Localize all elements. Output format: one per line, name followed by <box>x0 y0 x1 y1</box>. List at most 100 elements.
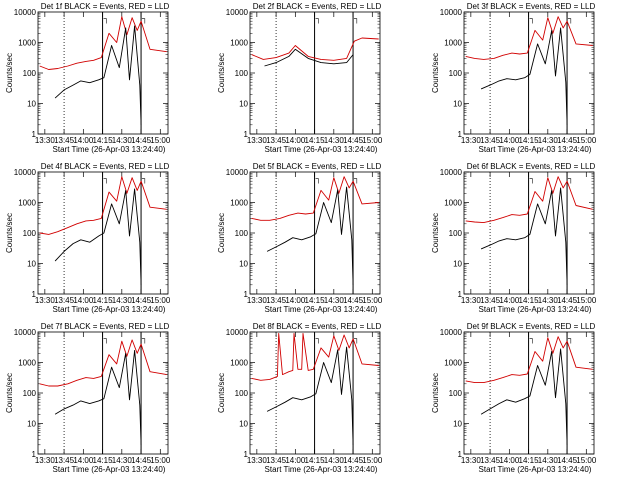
x-tick-label: 14:45 <box>131 136 152 145</box>
x-tick-label: 13:30 <box>247 136 268 145</box>
chart-title: Det 4f BLACK = Events, RED = LLD <box>41 162 170 171</box>
y-tick-label: 100 <box>23 229 37 238</box>
x-tick-label: 13:45 <box>54 456 75 465</box>
events-series-line <box>480 187 568 285</box>
lld-series-line <box>251 37 379 61</box>
y-tick-label: 100 <box>449 229 463 238</box>
y-axis-label: Counts/sec <box>217 373 226 413</box>
x-tick-label: 14:30 <box>538 456 559 465</box>
chart-title: Det 6f BLACK = Events, RED = LLD <box>467 162 596 171</box>
chart-title: Det 5f BLACK = Events, RED = LLD <box>253 162 382 171</box>
y-tick-label: 1000 <box>444 359 462 368</box>
corner-mark: ┐ <box>529 174 536 184</box>
x-tick-label: 13:45 <box>480 296 501 305</box>
y-tick-label: 10000 <box>226 8 249 17</box>
y-axis-label: Counts/sec <box>217 53 226 93</box>
x-tick-label: 13:30 <box>247 456 268 465</box>
x-tick-label: 15:00 <box>150 296 171 305</box>
x-axis-label: Start Time (26-Apr-03 13:24:40) <box>265 145 378 154</box>
y-tick-label: 1 <box>458 130 463 139</box>
y-tick-label: 10000 <box>440 328 463 337</box>
y-tick-label: 10 <box>453 420 462 429</box>
x-tick-label: 13:30 <box>461 136 482 145</box>
x-tick-label: 13:45 <box>266 456 287 465</box>
corner-mark: ┐ <box>103 14 110 24</box>
x-tick-label: 14:30 <box>538 136 559 145</box>
events-series-line <box>480 27 568 125</box>
x-tick-label: 15:00 <box>150 136 171 145</box>
x-tick-label: 14:30 <box>324 136 345 145</box>
x-tick-label: 14:45 <box>557 136 578 145</box>
chart-panel-4: Det 4f BLACK = Events, RED = LLD 1 10 100 10… <box>5 162 171 314</box>
y-tick-label: 10 <box>27 100 36 109</box>
x-axis-label: Start Time (26-Apr-03 13:24:40) <box>53 465 166 474</box>
lld-series-line <box>39 176 167 235</box>
x-tick-label: 13:45 <box>480 136 501 145</box>
y-tick-label: 1 <box>32 450 37 459</box>
y-tick-label: 1000 <box>18 199 36 208</box>
y-axis-label: Counts/sec <box>431 373 440 413</box>
lld-series-line <box>39 16 167 70</box>
x-tick-label: 15:00 <box>576 136 597 145</box>
y-tick-label: 1 <box>458 290 463 299</box>
lld-series-line <box>39 339 167 387</box>
x-tick-label: 14:45 <box>557 456 578 465</box>
y-tick-label: 1 <box>244 290 249 299</box>
corner-mark: ┐ <box>141 14 148 24</box>
x-tick-label: 14:15 <box>93 136 114 145</box>
x-tick-label: 14:00 <box>285 296 306 305</box>
y-tick-label: 100 <box>449 69 463 78</box>
y-tick-label: 10000 <box>14 328 37 337</box>
y-tick-label: 10000 <box>440 168 463 177</box>
x-axis-label: Start Time (26-Apr-03 13:24:40) <box>53 145 166 154</box>
y-axis-label: Counts/sec <box>431 53 440 93</box>
x-tick-label: 14:15 <box>305 296 326 305</box>
corner-mark: ┐ <box>103 334 110 344</box>
x-tick-label: 15:00 <box>150 456 171 465</box>
x-tick-label: 14:30 <box>112 296 133 305</box>
corner-mark: ┐ <box>315 334 322 344</box>
chart-panel-9: Det 9f BLACK = Events, RED = LLD 1 10 100 10… <box>431 322 597 474</box>
x-tick-label: 14:30 <box>112 136 133 145</box>
x-tick-label: 14:45 <box>557 296 578 305</box>
y-tick-label: 100 <box>235 229 249 238</box>
x-tick-label: 14:45 <box>343 136 364 145</box>
events-series-line <box>54 349 142 445</box>
y-axis-label: Counts/sec <box>5 53 14 93</box>
x-tick-label: 14:15 <box>305 456 326 465</box>
y-tick-label: 100 <box>235 389 249 398</box>
y-tick-label: 10 <box>27 260 36 269</box>
x-axis-label: Start Time (26-Apr-03 13:24:40) <box>53 305 166 314</box>
x-tick-label: 14:15 <box>519 296 540 305</box>
y-tick-label: 10 <box>239 420 248 429</box>
x-tick-label: 14:00 <box>499 136 520 145</box>
chart-panel-1: Det 1f BLACK = Events, RED = LLD 1 10 100 10… <box>5 2 171 154</box>
x-tick-label: 13:45 <box>54 296 75 305</box>
events-series-line <box>264 48 354 67</box>
events-series-line <box>54 25 142 125</box>
x-axis-label: Start Time (26-Apr-03 13:24:40) <box>479 145 592 154</box>
y-tick-label: 1 <box>458 450 463 459</box>
y-tick-label: 10 <box>239 260 248 269</box>
events-series-line <box>266 186 354 285</box>
lld-series-line <box>465 16 593 60</box>
x-axis-label: Start Time (26-Apr-03 13:24:40) <box>265 465 378 474</box>
corner-mark: ┐ <box>103 174 110 184</box>
corner-mark: ┐ <box>353 174 360 184</box>
x-axis-label: Start Time (26-Apr-03 13:24:40) <box>479 465 592 474</box>
x-tick-label: 13:30 <box>35 136 56 145</box>
y-axis-label: Counts/sec <box>217 213 226 253</box>
events-series-line <box>266 346 354 445</box>
x-tick-label: 15:00 <box>362 456 383 465</box>
corner-mark: ┐ <box>529 14 536 24</box>
y-tick-label: 100 <box>449 389 463 398</box>
x-tick-label: 13:45 <box>54 136 75 145</box>
y-tick-label: 100 <box>23 69 37 78</box>
y-tick-label: 1000 <box>444 199 462 208</box>
lld-series-line <box>251 332 379 381</box>
y-tick-label: 10000 <box>440 8 463 17</box>
y-tick-label: 10000 <box>14 8 37 17</box>
x-axis-label: Start Time (26-Apr-03 13:24:40) <box>479 305 592 314</box>
